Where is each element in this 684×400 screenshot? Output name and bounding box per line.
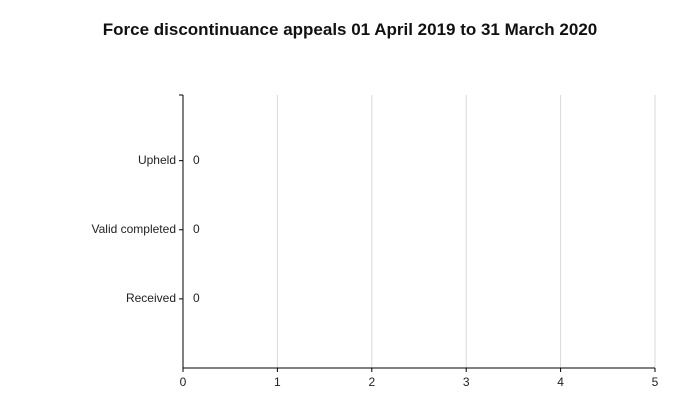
x-tick-label: 0 [180, 375, 187, 389]
chart-title: Force discontinuance appeals 01 April 20… [102, 20, 598, 39]
x-tick-label: 3 [463, 375, 470, 389]
y-tick-label: Valid completed [92, 222, 177, 236]
y-tick-label: Upheld [138, 153, 176, 167]
x-tick-label: 5 [652, 375, 659, 389]
y-tick-label: Received [126, 291, 176, 305]
x-tick-label: 4 [557, 375, 564, 389]
data-label: 0 [193, 222, 200, 236]
data-label: 0 [193, 291, 200, 305]
data-label: 0 [193, 153, 200, 167]
x-tick-label: 1 [274, 375, 281, 389]
x-tick-label: 2 [368, 375, 375, 389]
